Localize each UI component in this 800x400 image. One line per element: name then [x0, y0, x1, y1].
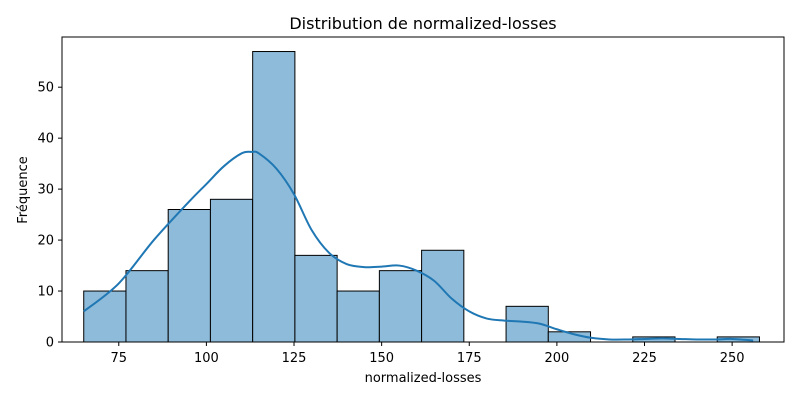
x-tick-label: 150 — [369, 351, 394, 366]
histogram-bar-6 — [336, 290, 380, 343]
x-tick-label: 125 — [282, 351, 307, 366]
histogram-bar-0 — [83, 290, 127, 343]
y-tick-label: 0 — [46, 336, 54, 351]
y-axis: 0 10 20 30 40 50 — [37, 81, 62, 351]
x-tick-label: 200 — [544, 351, 569, 366]
histogram-bar-3 — [209, 198, 254, 343]
histogram-bar-1 — [125, 270, 169, 343]
y-tick-label: 30 — [37, 183, 54, 198]
x-tick-label: 225 — [632, 351, 657, 366]
y-tick-label: 40 — [37, 132, 54, 147]
y-tick-label: 10 — [37, 285, 54, 300]
bars-group — [83, 51, 760, 343]
x-axis: 75 100 125 150 175 200 225 250 — [111, 342, 745, 366]
y-tick-label: 20 — [37, 234, 54, 249]
histogram-bar-4 — [252, 51, 296, 343]
x-tick-label: 75 — [111, 351, 128, 366]
x-axis-title: normalized-losses — [365, 371, 482, 386]
histogram-bar-2 — [167, 209, 211, 343]
histogram-bar-8 — [421, 249, 465, 343]
chart-title: Distribution de normalized-losses — [289, 14, 556, 33]
kde-curve — [83, 150, 754, 342]
y-axis-title: Fréquence — [16, 156, 31, 223]
y-tick-label: 50 — [37, 81, 54, 96]
histogram-bar-7 — [378, 270, 423, 343]
histogram-bar-5 — [294, 254, 338, 343]
x-tick-label: 250 — [720, 351, 745, 366]
x-tick-label: 100 — [194, 351, 219, 366]
x-tick-label: 175 — [457, 351, 482, 366]
